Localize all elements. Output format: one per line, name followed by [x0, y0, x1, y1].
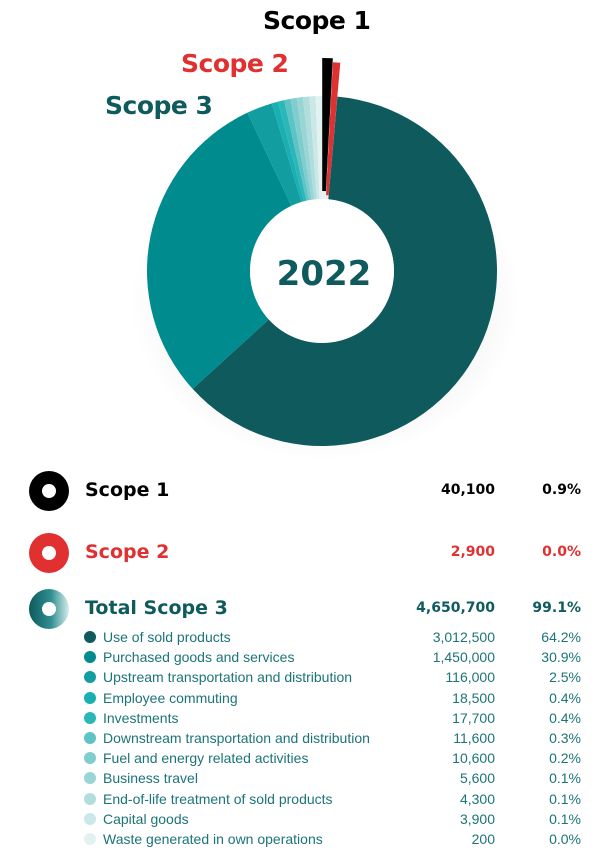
donut-hole	[250, 199, 394, 343]
list-item: Investments 17,700 0.4%	[0, 708, 599, 728]
scope3-breakdown-list: Use of sold products 3,012,500 64.2% Pur…	[0, 627, 599, 849]
center-year-label: 2022	[276, 254, 372, 294]
scope2-value: 2,900	[450, 544, 495, 560]
category-name: Upstream transportation and distribution	[103, 669, 353, 686]
category-percent: 64.2%	[541, 629, 581, 645]
slice-fuel-and-energy-related-activities	[290, 97, 312, 201]
category-name: Employee commuting	[103, 689, 238, 706]
list-item: End-of-life treatment of sold products 4…	[0, 789, 599, 809]
category-value: 4,300	[459, 790, 495, 807]
slice-waste-generated-in-own-operations	[315, 96, 322, 200]
category-value: 11,600	[453, 729, 495, 746]
legend-dot-icon	[84, 731, 96, 744]
scope3-row: Total Scope 3 4,650,700 99.1%	[0, 589, 599, 629]
category-name: Use of sold products	[103, 629, 231, 645]
list-item: Fuel and energy related activities 10,60…	[0, 748, 599, 768]
category-percent: 2.5%	[549, 669, 581, 686]
scope3-percent: 99.1%	[532, 600, 581, 616]
scope3-value: 4,650,700	[416, 600, 495, 616]
category-percent: 0.2%	[549, 750, 581, 767]
slice-end-of-life-treatment-of-sold-products	[302, 96, 317, 200]
scope1-value: 40,100	[440, 482, 495, 498]
list-item: Use of sold products 3,012,500 64.2%	[0, 627, 599, 647]
slice-employee-commuting	[271, 101, 304, 203]
legend-dot-icon	[84, 691, 96, 704]
scope1-name: Scope 1	[85, 479, 170, 501]
category-value: 17,700	[452, 709, 495, 726]
scope1-ring-icon	[29, 471, 69, 511]
slice-upstream-transportation-and-distribution	[247, 103, 302, 206]
category-value: 10,600	[452, 750, 495, 767]
category-name: Business travel	[103, 770, 198, 787]
category-value: 3,012,500	[432, 629, 495, 645]
category-percent: 0.3%	[549, 729, 581, 746]
category-name: Investments	[103, 709, 179, 726]
category-name: Purchased goods and services	[103, 649, 295, 666]
scope3-name: Total Scope 3	[85, 597, 228, 619]
scope1-chart-label: Scope 1	[263, 6, 371, 35]
scope1-row: Scope 1 40,100 0.9%	[0, 471, 599, 511]
scope3-chart-label: Scope 3	[105, 91, 213, 120]
category-name: Downstream transportation and distributi…	[103, 729, 370, 746]
scope2-ring-icon	[29, 533, 69, 573]
category-percent: 30.9%	[541, 649, 581, 666]
scope2-row: Scope 2 2,900 0.0%	[0, 533, 599, 573]
slice-scope-2	[326, 62, 341, 196]
category-value: 18,500	[452, 689, 495, 706]
category-percent: 0.4%	[549, 689, 581, 706]
category-value: 5,600	[459, 770, 495, 787]
legend-dot-icon	[84, 651, 96, 664]
list-item: Capital goods 3,900 0.1%	[0, 809, 599, 829]
category-name: Capital goods	[103, 810, 189, 827]
list-item: Waste generated in own operations 200 0.…	[0, 829, 599, 849]
scope3-ring-icon	[29, 589, 69, 629]
slice-downstream-transportation-and-distribution	[284, 98, 309, 201]
category-value: 116,000	[445, 669, 495, 686]
category-percent: 0.0%	[549, 830, 581, 847]
slices-group	[147, 58, 497, 446]
category-value: 1,450,000	[432, 649, 495, 666]
scope1-percent: 0.9%	[542, 482, 581, 498]
legend-dot-icon	[84, 711, 96, 724]
category-value: 200	[471, 830, 495, 847]
scope2-chart-label: Scope 2	[181, 49, 289, 78]
category-percent: 0.1%	[549, 790, 581, 807]
category-percent: 0.1%	[549, 770, 581, 787]
category-name: Fuel and energy related activities	[103, 750, 309, 767]
category-percent: 0.1%	[549, 810, 581, 827]
list-item: Downstream transportation and distributi…	[0, 728, 599, 748]
list-item: Employee commuting 18,500 0.4%	[0, 688, 599, 708]
slice-use-of-sold-products	[192, 96, 497, 446]
legend-dot-icon	[84, 631, 96, 643]
legend-dot-icon	[84, 812, 96, 825]
legend-dot-icon	[84, 832, 96, 845]
category-name: End-of-life treatment of sold products	[103, 790, 333, 807]
scope2-name: Scope 2	[85, 541, 170, 563]
list-item: Upstream transportation and distribution…	[0, 667, 599, 687]
list-item: Purchased goods and services 1,450,000 3…	[0, 647, 599, 667]
legend-dot-icon	[84, 772, 96, 785]
donut-chart	[130, 58, 520, 460]
slice-investments	[277, 100, 307, 202]
legend-dot-icon	[84, 671, 96, 684]
slice-purchased-goods-and-services	[147, 112, 292, 389]
legend-dot-icon	[84, 752, 96, 765]
scope2-percent: 0.0%	[542, 544, 581, 560]
category-percent: 0.4%	[549, 709, 581, 726]
slice-scope-1	[322, 58, 333, 192]
slice-business-travel	[296, 97, 315, 200]
category-name: Waste generated in own operations	[103, 830, 323, 847]
slice-capital-goods	[309, 96, 320, 200]
list-item: Business travel 5,600 0.1%	[0, 768, 599, 788]
legend-dot-icon	[84, 792, 96, 805]
category-value: 3,900	[459, 810, 495, 827]
